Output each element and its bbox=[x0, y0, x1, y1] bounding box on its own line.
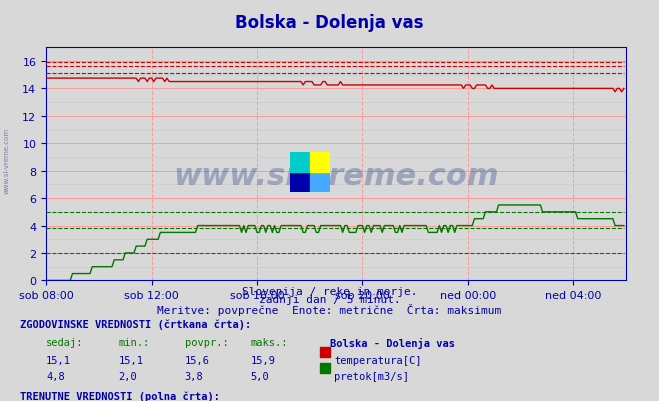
Text: povpr.:: povpr.: bbox=[185, 337, 228, 347]
Text: Slovenija / reke in morje.: Slovenija / reke in morje. bbox=[242, 287, 417, 297]
Text: TRENUTNE VREDNOSTI (polna črta):: TRENUTNE VREDNOSTI (polna črta): bbox=[20, 391, 219, 401]
Text: 4,8: 4,8 bbox=[46, 371, 65, 381]
Text: ZGODOVINSKE VREDNOSTI (črtkana črta):: ZGODOVINSKE VREDNOSTI (črtkana črta): bbox=[20, 319, 251, 329]
Text: 5,0: 5,0 bbox=[250, 371, 269, 381]
Text: Bolska - Dolenja vas: Bolska - Dolenja vas bbox=[330, 337, 455, 348]
Text: 15,1: 15,1 bbox=[119, 355, 144, 365]
Text: min.:: min.: bbox=[119, 337, 150, 347]
Bar bbox=[310, 152, 330, 172]
Bar bbox=[310, 172, 330, 192]
Text: www.si-vreme.com: www.si-vreme.com bbox=[3, 128, 9, 193]
Text: 15,1: 15,1 bbox=[46, 355, 71, 365]
Text: Bolska - Dolenja vas: Bolska - Dolenja vas bbox=[235, 14, 424, 32]
Bar bbox=[290, 172, 310, 192]
Text: www.si-vreme.com: www.si-vreme.com bbox=[173, 162, 499, 190]
Text: 3,8: 3,8 bbox=[185, 371, 203, 381]
Text: maks.:: maks.: bbox=[250, 337, 288, 347]
Text: Meritve: povprečne  Enote: metrične  Črta: maksimum: Meritve: povprečne Enote: metrične Črta:… bbox=[158, 303, 501, 315]
Text: 15,9: 15,9 bbox=[250, 355, 275, 365]
Bar bbox=[290, 152, 310, 172]
Text: 15,6: 15,6 bbox=[185, 355, 210, 365]
Text: temperatura[C]: temperatura[C] bbox=[334, 355, 422, 365]
Text: pretok[m3/s]: pretok[m3/s] bbox=[334, 371, 409, 381]
Text: 2,0: 2,0 bbox=[119, 371, 137, 381]
Text: zadnji dan / 5 minut.: zadnji dan / 5 minut. bbox=[258, 295, 401, 305]
Text: sedaj:: sedaj: bbox=[46, 337, 84, 347]
